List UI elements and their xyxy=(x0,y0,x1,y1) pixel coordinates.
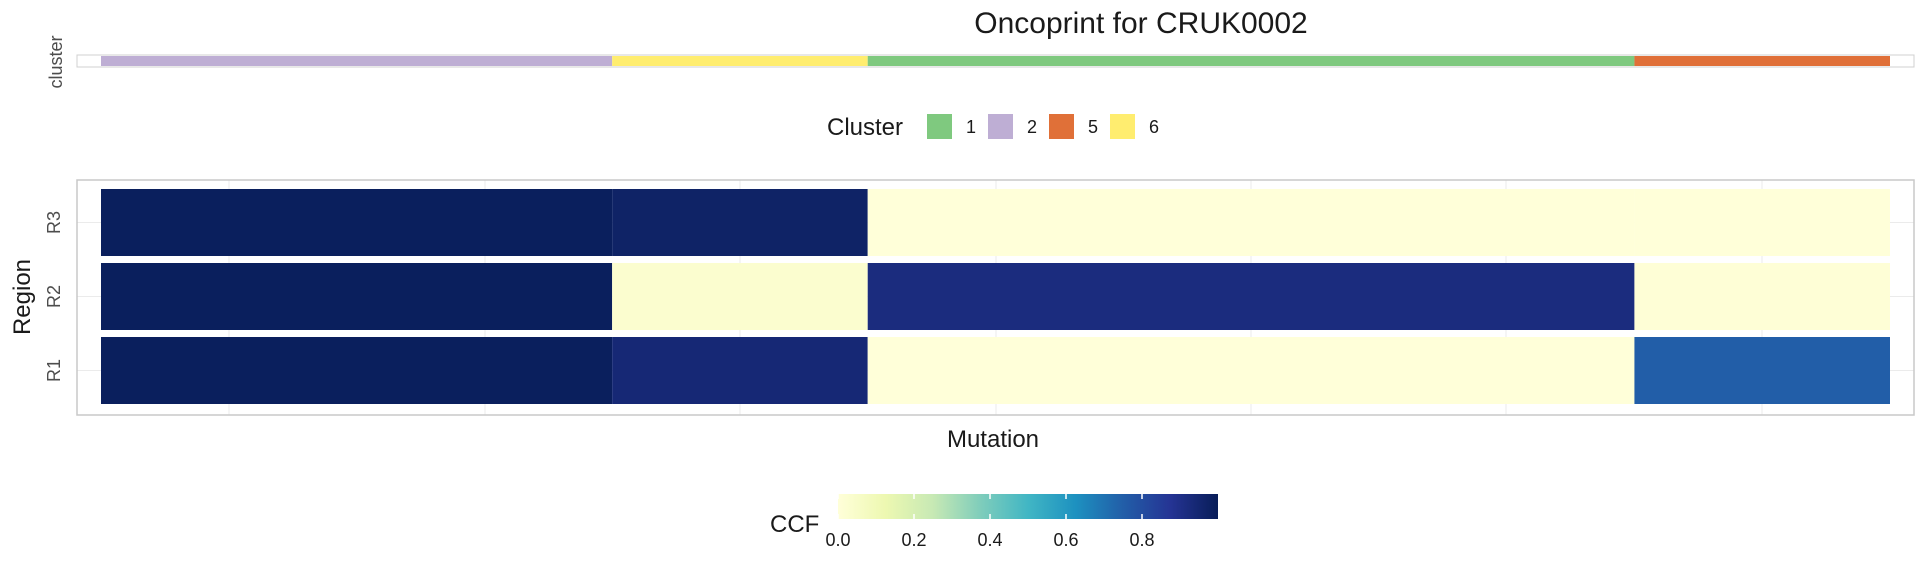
cluster-strip-segment-5 xyxy=(1634,56,1890,66)
y-tick-label-r2: R2 xyxy=(44,285,64,308)
heatmap-cell-r1-cluster-2 xyxy=(101,337,613,404)
y-tick-label-r3: R3 xyxy=(44,211,64,234)
heatmap-cell-r2-cluster-5 xyxy=(1634,263,1890,330)
cluster-strip xyxy=(76,54,1915,68)
cluster-legend-swatch-5 xyxy=(1049,114,1074,139)
heatmap-panel: R3 R2 R1 xyxy=(44,179,1915,416)
ccf-tick-label: 0.4 xyxy=(977,530,1002,550)
heatmap-cell-r3-cluster-2 xyxy=(101,189,613,256)
cluster-strip-segment-1 xyxy=(867,56,1635,66)
x-axis-title: Mutation xyxy=(947,426,1039,453)
cluster-strip-label: cluster xyxy=(46,35,66,88)
cluster-legend-label-5: 5 xyxy=(1088,117,1098,137)
cluster-legend-label-6: 6 xyxy=(1149,117,1159,137)
cluster-legend-swatch-2 xyxy=(988,114,1013,139)
ccf-tick-label: 0.2 xyxy=(901,530,926,550)
cluster-legend-label-2: 2 xyxy=(1027,117,1037,137)
heatmap-cell-r3-cluster-1 xyxy=(867,189,1635,256)
cluster-legend-title: Cluster xyxy=(827,114,903,141)
ccf-tick-label: 0.8 xyxy=(1129,530,1154,550)
cluster-legend: Cluster 1 2 5 6 xyxy=(827,114,1159,141)
y-axis-title: Region xyxy=(9,259,36,335)
cluster-strip-segment-2 xyxy=(101,56,613,66)
panel-border xyxy=(76,179,1915,416)
cluster-legend-label-1: 1 xyxy=(966,117,976,137)
heatmap-cell-r1-cluster-6 xyxy=(612,337,868,404)
heatmap-cell-r3-cluster-5 xyxy=(1634,189,1890,256)
y-tick-label-r1: R1 xyxy=(44,359,64,382)
heatmap-cell-r2-cluster-6 xyxy=(612,263,868,330)
ccf-legend-title: CCF xyxy=(770,511,819,538)
heatmap-cell-r1-cluster-5 xyxy=(1634,337,1890,404)
ccf-tick-label: 0.0 xyxy=(825,530,850,550)
chart-title: Oncoprint for CRUK0002 xyxy=(974,7,1308,40)
ccf-tick-label: 0.6 xyxy=(1053,530,1078,550)
ccf-colorbar xyxy=(838,494,1218,519)
heatmap-cell-r2-cluster-2 xyxy=(101,263,613,330)
cluster-legend-swatch-1 xyxy=(927,114,952,139)
heatmap-cell-r3-cluster-6 xyxy=(612,189,868,256)
ccf-legend: CCF 0.0 0.2 0.4 0.6 0.8 xyxy=(770,494,1218,550)
cluster-legend-swatch-6 xyxy=(1110,114,1135,139)
heatmap-cell-r2-cluster-1 xyxy=(867,263,1635,330)
heatmap-cell-r1-cluster-1 xyxy=(867,337,1635,404)
cluster-strip-segment-6 xyxy=(612,56,868,66)
